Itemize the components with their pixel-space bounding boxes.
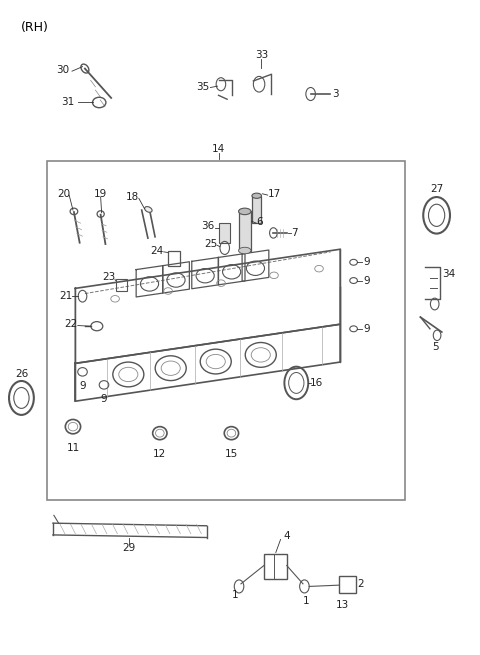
Text: 1: 1 (302, 597, 309, 607)
Text: 19: 19 (94, 189, 107, 199)
Text: (RH): (RH) (21, 21, 48, 34)
Bar (252, 196, 262, 223)
Text: 9: 9 (79, 381, 86, 391)
Bar (168, 251, 180, 265)
Text: 21: 21 (59, 291, 72, 301)
Text: 22: 22 (64, 319, 77, 329)
Text: 30: 30 (56, 65, 69, 75)
Ellipse shape (239, 208, 251, 215)
Text: 17: 17 (268, 189, 281, 199)
Text: 11: 11 (66, 443, 80, 453)
Text: 14: 14 (212, 144, 225, 154)
Text: 18: 18 (126, 192, 139, 202)
Text: 9: 9 (363, 276, 370, 286)
Text: 9: 9 (363, 324, 370, 334)
Text: 20: 20 (57, 189, 70, 199)
Text: 26: 26 (15, 369, 28, 379)
Text: 1: 1 (232, 590, 239, 600)
Bar (116, 279, 127, 291)
Text: 24: 24 (150, 246, 163, 255)
Text: 9: 9 (363, 257, 370, 267)
Text: 34: 34 (443, 269, 456, 279)
Text: 2: 2 (357, 579, 363, 589)
Text: 27: 27 (430, 184, 443, 195)
Text: 5: 5 (432, 342, 439, 352)
Ellipse shape (239, 248, 251, 253)
Text: 31: 31 (61, 98, 75, 107)
Bar (239, 212, 251, 251)
Bar (219, 223, 230, 243)
Text: 25: 25 (204, 239, 217, 249)
Text: 35: 35 (196, 83, 209, 92)
Ellipse shape (144, 206, 152, 212)
Text: 9: 9 (101, 394, 108, 404)
Ellipse shape (252, 193, 262, 198)
Text: 13: 13 (336, 600, 349, 610)
Text: 36: 36 (201, 221, 214, 231)
Bar (339, 576, 356, 593)
Bar (47, 161, 405, 500)
Text: 12: 12 (153, 449, 167, 459)
Text: 33: 33 (255, 50, 268, 60)
Text: 7: 7 (291, 228, 298, 238)
Bar (264, 554, 287, 578)
Text: 29: 29 (123, 543, 136, 553)
Text: 6: 6 (257, 217, 264, 227)
Text: 3: 3 (332, 89, 339, 99)
Text: 16: 16 (310, 378, 323, 388)
Text: 15: 15 (225, 449, 238, 459)
Text: 23: 23 (102, 272, 115, 282)
Text: 4: 4 (284, 531, 290, 541)
